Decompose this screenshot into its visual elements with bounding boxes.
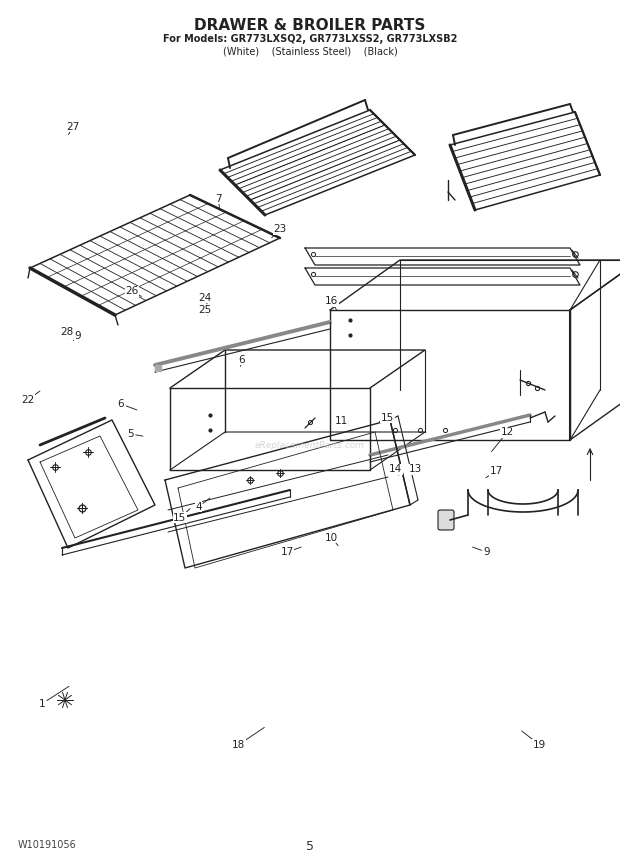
Text: 18: 18 bbox=[232, 740, 246, 750]
Text: 27: 27 bbox=[66, 122, 80, 132]
Text: 12: 12 bbox=[500, 427, 514, 437]
Text: 9: 9 bbox=[484, 547, 490, 557]
Text: 17: 17 bbox=[280, 547, 294, 557]
Text: DRAWER & BROILER PARTS: DRAWER & BROILER PARTS bbox=[194, 18, 426, 33]
Text: 19: 19 bbox=[533, 740, 546, 750]
Text: 6: 6 bbox=[239, 354, 245, 365]
Text: For Models: GR773LXSQ2, GR773LXSS2, GR773LXSB2: For Models: GR773LXSQ2, GR773LXSS2, GR77… bbox=[163, 34, 457, 44]
Text: (White)    (Stainless Steel)    (Black): (White) (Stainless Steel) (Black) bbox=[223, 46, 397, 56]
Text: 11: 11 bbox=[334, 416, 348, 426]
Text: 26: 26 bbox=[125, 286, 139, 296]
Text: 13: 13 bbox=[409, 464, 422, 474]
Text: 5: 5 bbox=[127, 429, 133, 439]
Text: 23: 23 bbox=[273, 224, 287, 235]
Text: 7: 7 bbox=[215, 193, 221, 204]
Text: 5: 5 bbox=[306, 840, 314, 853]
Text: 28: 28 bbox=[60, 327, 74, 337]
Text: W10191056: W10191056 bbox=[18, 840, 77, 850]
Text: 16: 16 bbox=[325, 296, 339, 306]
Text: 6: 6 bbox=[118, 399, 124, 409]
Text: eReplacementParts.com: eReplacementParts.com bbox=[255, 441, 365, 449]
FancyBboxPatch shape bbox=[438, 510, 454, 530]
Text: 22: 22 bbox=[21, 395, 35, 405]
Text: 15: 15 bbox=[173, 513, 187, 523]
Text: 4: 4 bbox=[195, 502, 202, 512]
Text: 25: 25 bbox=[198, 305, 211, 315]
Text: 24: 24 bbox=[198, 293, 211, 303]
Text: 10: 10 bbox=[325, 532, 339, 543]
Text: 14: 14 bbox=[389, 464, 402, 474]
Text: 15: 15 bbox=[381, 413, 394, 423]
Text: 1: 1 bbox=[39, 698, 45, 709]
Text: 17: 17 bbox=[489, 466, 503, 476]
Text: 9: 9 bbox=[75, 331, 81, 342]
